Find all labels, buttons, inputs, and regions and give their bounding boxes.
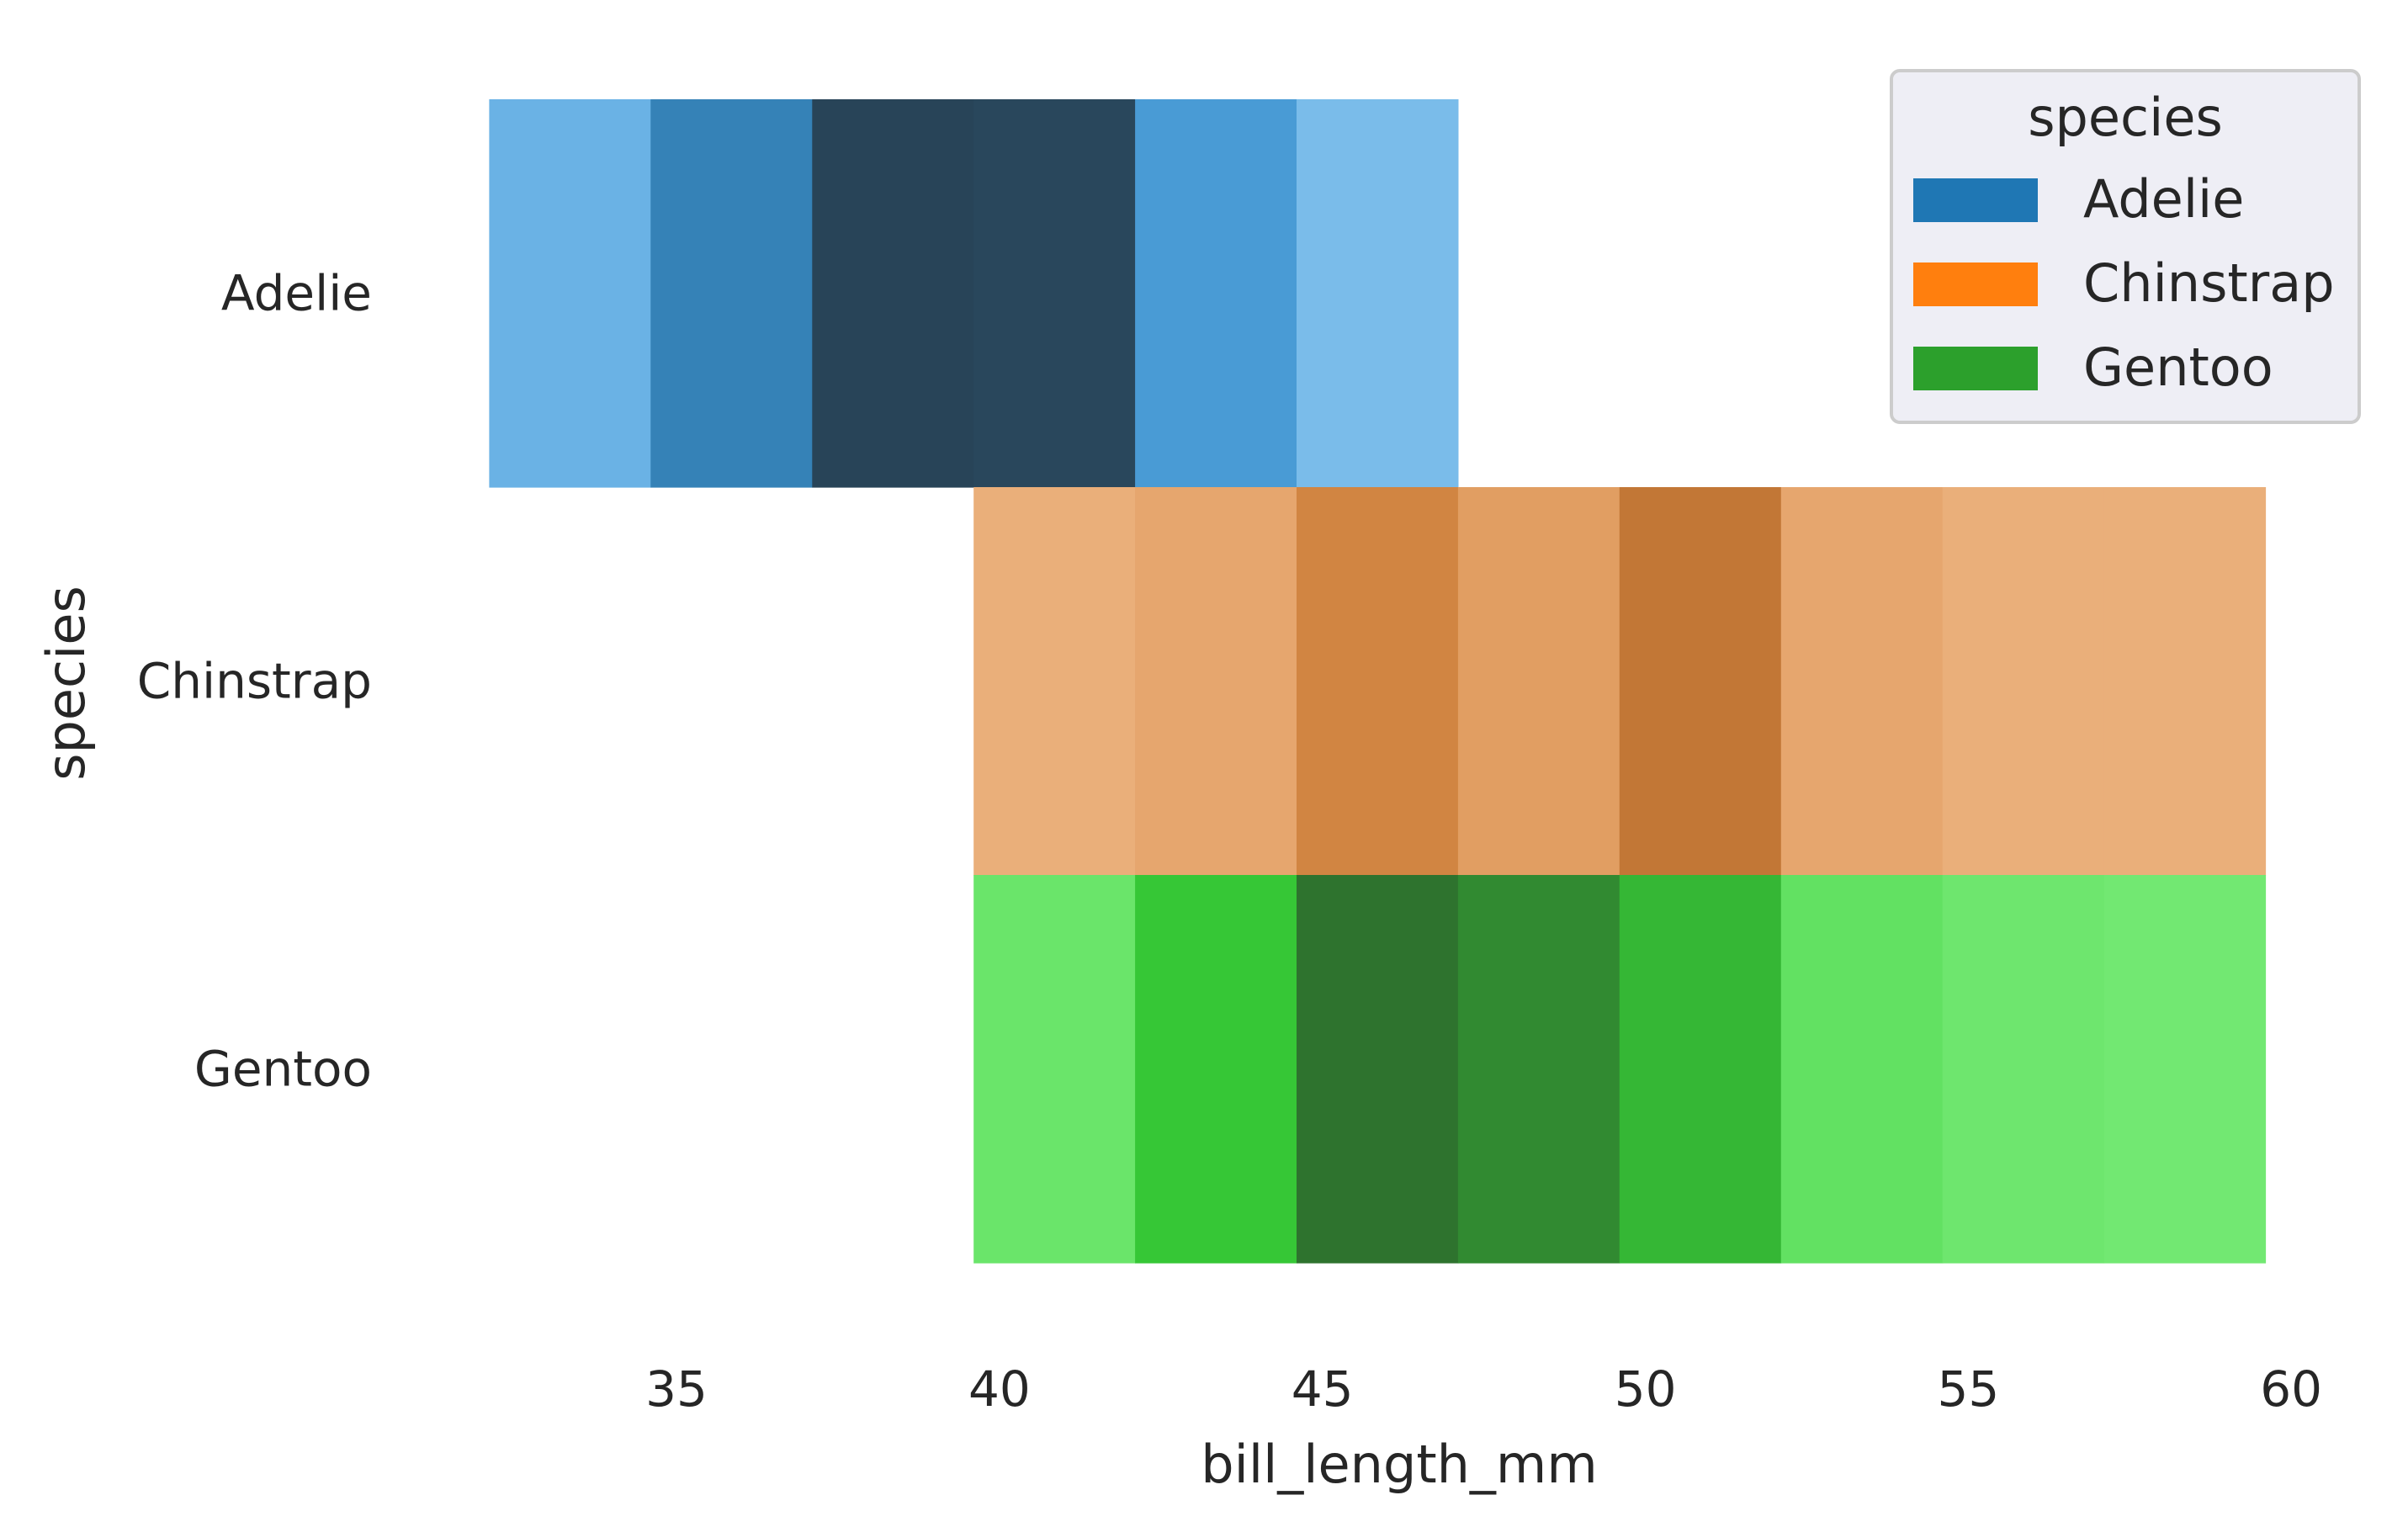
x-tick-label: 35 [645, 1360, 708, 1418]
histogram-cell [973, 487, 1136, 876]
histogram-cell [812, 99, 974, 488]
histogram-cell [1619, 875, 1782, 1264]
legend-label-adelie: Adelie [2083, 168, 2244, 230]
histogram-cell [489, 99, 651, 488]
x-tick-label: 50 [1615, 1360, 1677, 1418]
y-tick-label: Chinstrap [137, 653, 372, 710]
histogram-cells [489, 99, 2267, 1264]
y-tick-label: Gentoo [194, 1041, 372, 1098]
histogram-cell [1780, 875, 1944, 1264]
histogram-cell [1942, 875, 2105, 1264]
histogram-cell [1619, 487, 1782, 876]
x-tick-label: 60 [2260, 1360, 2322, 1418]
series-adelie [489, 99, 1459, 488]
x-axis-label: bill_length_mm [1201, 1434, 1597, 1495]
histogram-cell [1135, 875, 1297, 1264]
histogram-cell [1457, 875, 1620, 1264]
legend-swatch-chinstrap [1913, 262, 2038, 306]
legend: species Adelie Chinstrap Gentoo [1890, 69, 2361, 424]
histogram-cell [1780, 487, 1944, 876]
legend-swatch-adelie [1913, 178, 2038, 222]
x-tick-label: 40 [968, 1360, 1031, 1418]
legend-swatch-gentoo [1913, 347, 2038, 390]
histogram-cell [1942, 487, 2105, 876]
legend-title: species [2028, 87, 2223, 148]
histogram-cell [2103, 875, 2267, 1264]
legend-frame [1890, 69, 2361, 424]
x-tick-label: 45 [1292, 1360, 1354, 1418]
x-axis-ticks: 35 40 45 50 55 60 [645, 1360, 2322, 1418]
histogram-cell [1297, 99, 1459, 488]
histogram-cell [973, 99, 1136, 488]
histogram-cell [1297, 487, 1459, 876]
histogram-cell [650, 99, 813, 488]
series-gentoo [973, 875, 2267, 1264]
y-axis-ticks: Adelie Chinstrap Gentoo [137, 265, 372, 1098]
y-tick-label: Adelie [221, 265, 372, 322]
histogram-cell [973, 875, 1136, 1264]
histogram-cell [1297, 875, 1459, 1264]
histogram-cell [2103, 487, 2267, 876]
histogram-cell [1457, 487, 1620, 876]
histogram-cell [1135, 99, 1297, 488]
y-axis-label: species [35, 586, 97, 781]
legend-entries: Adelie Chinstrap Gentoo [1913, 168, 2335, 398]
histogram-cell [1135, 487, 1297, 876]
series-chinstrap [973, 487, 2267, 876]
legend-label-gentoo: Gentoo [2083, 337, 2273, 398]
x-tick-label: 55 [1937, 1360, 1999, 1418]
legend-label-chinstrap: Chinstrap [2083, 252, 2335, 314]
